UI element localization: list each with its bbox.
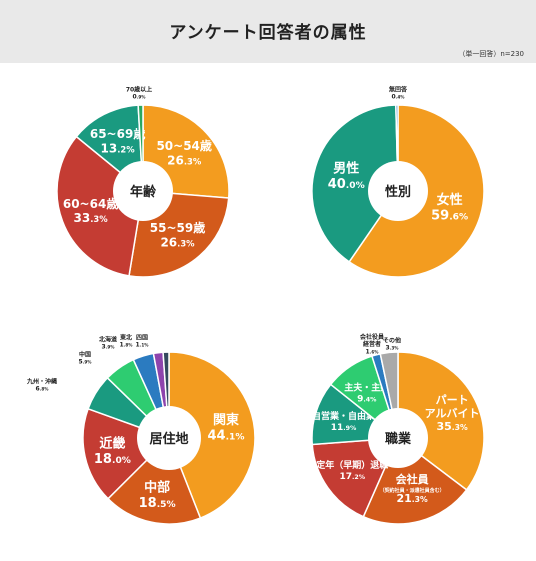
- slice-sublabel: （契約社員・派遣社員含む）: [380, 487, 445, 494]
- slice-label: パートアルバイト: [425, 394, 480, 420]
- donut-hole: [368, 408, 428, 468]
- slice-value: 18.0%: [94, 452, 131, 467]
- slice-label: 会社員: [396, 472, 429, 486]
- donut-center-label: 職業: [385, 431, 412, 447]
- slice-value: 17.2%: [339, 472, 365, 482]
- slice-label: 50~54歳: [156, 138, 211, 153]
- slice-label: 女性: [437, 192, 463, 208]
- slice-label: 男性: [333, 160, 359, 176]
- slice-value: 59.6%: [431, 208, 468, 223]
- slice-value: 0.4%: [392, 94, 406, 101]
- slice-label: 中国: [79, 351, 91, 359]
- donut-center-label: 性別: [385, 184, 411, 200]
- slice-value: 35.3%: [436, 420, 468, 433]
- slice-label: 主夫・主婦: [344, 382, 389, 394]
- slice-label: 60~64歳: [63, 196, 118, 211]
- slice-value: 1.6%: [366, 348, 380, 355]
- slice-label: 東北: [120, 334, 132, 342]
- pie-slice: [56, 135, 144, 277]
- slice-label: 近畿: [99, 435, 125, 451]
- pie-slice: [397, 351, 485, 491]
- slice-value: 3.3%: [386, 345, 400, 352]
- slice-value: 44.1%: [208, 429, 245, 444]
- slice-label: その他: [383, 337, 401, 345]
- slice-label: 関東: [213, 412, 239, 428]
- slice-label: 55~59歳: [150, 220, 205, 235]
- donut-hole: [137, 406, 201, 470]
- slice-value: 3.9%: [102, 344, 116, 351]
- slice-value: 40.0%: [328, 177, 365, 192]
- pie-slice: [168, 351, 256, 520]
- slice-label: 70歳以上: [126, 86, 152, 94]
- donut-hole: [368, 161, 428, 221]
- slice-value: 18.5%: [139, 496, 176, 511]
- slice-label: 自営業・自由業: [312, 410, 376, 422]
- header-band: [0, 0, 536, 63]
- slice-value: 1.1%: [136, 342, 150, 349]
- slice-value: 33.3%: [74, 211, 109, 225]
- slice-label: 四国: [136, 334, 148, 342]
- slice-value: 13.2%: [101, 142, 136, 156]
- slice-label: 無回答: [389, 86, 408, 94]
- slice-value: 26.3%: [167, 154, 202, 168]
- slice-label: 九州・沖縄: [26, 378, 57, 386]
- slice-label: 65~69歳: [90, 126, 145, 141]
- sample-size-note: （単一回答）n=230: [458, 50, 524, 58]
- slice-value: 11.9%: [331, 423, 357, 433]
- slice-label: 定年（早期）退職: [315, 459, 388, 471]
- slice-value: 5.9%: [79, 359, 93, 366]
- slice-label: 中部: [144, 480, 170, 496]
- page-title: アンケート回答者の属性: [169, 23, 367, 43]
- donut-center-label: 居住地: [149, 431, 188, 447]
- donut-hole: [113, 161, 173, 221]
- pie-slice: [311, 104, 399, 263]
- slice-label: 北海道: [99, 336, 117, 344]
- slice-value: 21.3%: [396, 492, 428, 505]
- slice-value: 9.4%: [357, 394, 377, 404]
- slice-value: 26.3%: [160, 236, 195, 250]
- slice-value: 0.9%: [133, 94, 147, 101]
- donut-center-label: 年齢: [130, 184, 157, 200]
- slice-value: 1.8%: [120, 342, 134, 349]
- slice-value: 6.8%: [36, 386, 50, 393]
- slice-label: 会社役員経営者: [360, 333, 384, 348]
